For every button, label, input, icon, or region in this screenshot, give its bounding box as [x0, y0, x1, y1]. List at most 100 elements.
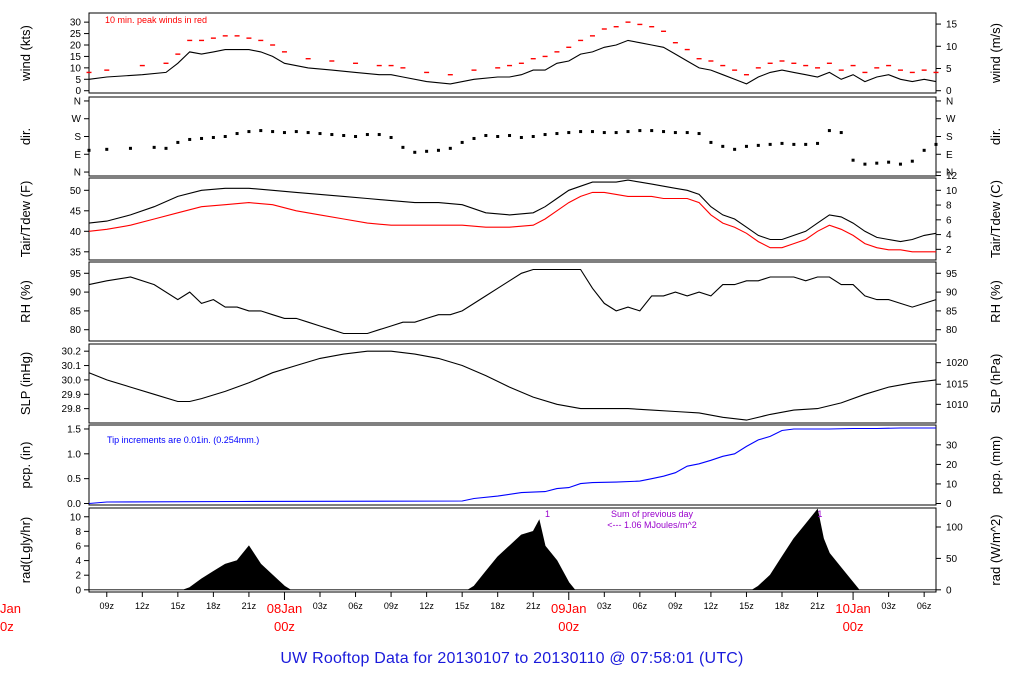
direction-point — [555, 132, 559, 136]
direction-point — [531, 135, 535, 138]
left-tick-label-pressure: 29.8 — [62, 404, 82, 415]
direction-point — [271, 130, 275, 134]
direction-point — [282, 131, 286, 135]
series-relative-humidity — [88, 268, 937, 335]
left-tick-label-direction: W — [72, 114, 82, 125]
direction-point — [105, 147, 109, 151]
direction-point — [733, 147, 737, 151]
direction-point — [662, 130, 666, 134]
left-tick-label-wind: 15 — [70, 52, 82, 63]
ylabel-right-direction: dir. — [988, 128, 1003, 145]
ylabel-right-temperature: Tair/Tdew (C) — [988, 180, 1003, 258]
right-tick-label-temperature: 2 — [946, 245, 952, 256]
direction-point — [709, 140, 713, 144]
ylabel-left-direction: dir. — [18, 128, 33, 145]
direction-point — [875, 161, 879, 165]
direction-point — [780, 141, 784, 145]
direction-point — [401, 145, 405, 149]
direction-point — [377, 133, 381, 137]
right-tick-label-radiation: 100 — [946, 522, 963, 533]
direction-point — [188, 137, 192, 141]
direction-point — [460, 140, 464, 144]
time-tick-label: 09z — [100, 601, 115, 611]
direction-point — [436, 148, 440, 152]
direction-point — [87, 148, 91, 152]
left-tick-label-precipitation: 1.0 — [67, 449, 81, 460]
direction-point — [235, 132, 239, 136]
series-tdew — [88, 191, 936, 253]
direction-point — [768, 142, 772, 146]
ylabel-right-rh: RH (%) — [988, 280, 1003, 323]
direction-point — [816, 141, 820, 145]
left-tick-label-radiation: 2 — [75, 571, 81, 582]
time-tick-label: 15z — [171, 601, 186, 611]
daily-sum-marker: 1 — [817, 509, 822, 519]
panel-frame-pressure — [88, 343, 937, 424]
right-tick-label-rh: 85 — [946, 306, 958, 317]
day-label-date-partial: Jan — [0, 601, 21, 616]
left-tick-label-pressure: 30.2 — [62, 347, 82, 358]
time-tick-label: 09z — [384, 601, 399, 611]
time-tick-label: 12z — [704, 601, 719, 611]
time-tick-label: 03z — [597, 601, 612, 611]
direction-point — [863, 162, 867, 166]
left-tick-label-precipitation: 1.5 — [67, 424, 81, 435]
left-tick-label-rh: 95 — [70, 269, 82, 280]
left-tick-label-wind: 0 — [75, 86, 81, 97]
day-label-date: 09Jan — [551, 601, 586, 616]
right-tick-label-precipitation: 30 — [946, 440, 958, 451]
left-tick-label-wind: 30 — [70, 18, 82, 29]
left-tick-label-radiation: 8 — [75, 527, 81, 538]
left-tick-label-pressure: 29.9 — [62, 390, 82, 401]
direction-point — [152, 145, 156, 149]
right-tick-label-direction: N — [946, 96, 953, 107]
radiation-annotation-line2: <--- 1.06 MJoules/m^2 — [607, 520, 697, 530]
right-tick-label-rh: 95 — [946, 269, 958, 280]
direction-point — [650, 129, 654, 133]
ylabel-left-pressure: SLP (inHg) — [18, 352, 33, 415]
direction-point — [839, 131, 843, 135]
direction-point — [804, 142, 808, 146]
right-tick-label-temperature: 8 — [946, 201, 952, 212]
time-tick-label: 09z — [668, 601, 683, 611]
direction-point — [685, 131, 689, 135]
series-sea-level-pressure — [88, 350, 937, 421]
time-tick-label: 21z — [810, 601, 825, 611]
wind-annotation: 10 min. peak winds in red — [105, 15, 207, 25]
direction-point — [223, 135, 227, 138]
direction-point — [211, 135, 215, 139]
left-tick-label-wind: 5 — [75, 75, 81, 86]
ylabel-left-precipitation: pcp. (in) — [18, 442, 33, 489]
direction-point — [792, 142, 796, 146]
ylabel-left-wind: wind (kts) — [18, 25, 33, 82]
direction-point — [756, 143, 760, 147]
right-tick-label-rh: 80 — [946, 325, 958, 336]
panel-frame-direction — [88, 96, 937, 177]
chart-title: UW Rooftop Data for 20130107 to 20130110… — [280, 650, 744, 667]
day-label-time-partial: 0z — [0, 619, 14, 634]
left-tick-label-precipitation: 0.0 — [67, 499, 81, 510]
left-tick-label-temperature: 50 — [70, 186, 82, 197]
ylabel-right-pressure: SLP (hPa) — [988, 354, 1003, 414]
direction-point — [472, 136, 476, 140]
time-tick-label: 18z — [206, 601, 221, 611]
right-tick-label-radiation: 0 — [946, 585, 952, 596]
direction-point — [519, 135, 523, 139]
day-label-time: 00z — [558, 619, 579, 634]
time-tick-label: 18z — [490, 601, 505, 611]
direction-point — [448, 146, 452, 150]
daily-sum-marker: 1 — [545, 509, 550, 519]
direction-point — [721, 144, 725, 148]
time-tick-label: 18z — [775, 601, 790, 611]
day-label-time: 00z — [274, 619, 295, 634]
left-tick-label-temperature: 40 — [70, 227, 82, 238]
panel-frame-precipitation — [88, 424, 937, 506]
time-tick-label: 12z — [135, 601, 150, 611]
direction-point — [425, 149, 429, 153]
left-tick-label-pressure: 30.0 — [62, 375, 82, 386]
direction-point — [508, 134, 512, 138]
direction-point — [128, 146, 132, 150]
direction-point — [673, 131, 677, 135]
right-tick-label-rh: 90 — [946, 288, 958, 299]
time-tick-label: 03z — [881, 601, 896, 611]
